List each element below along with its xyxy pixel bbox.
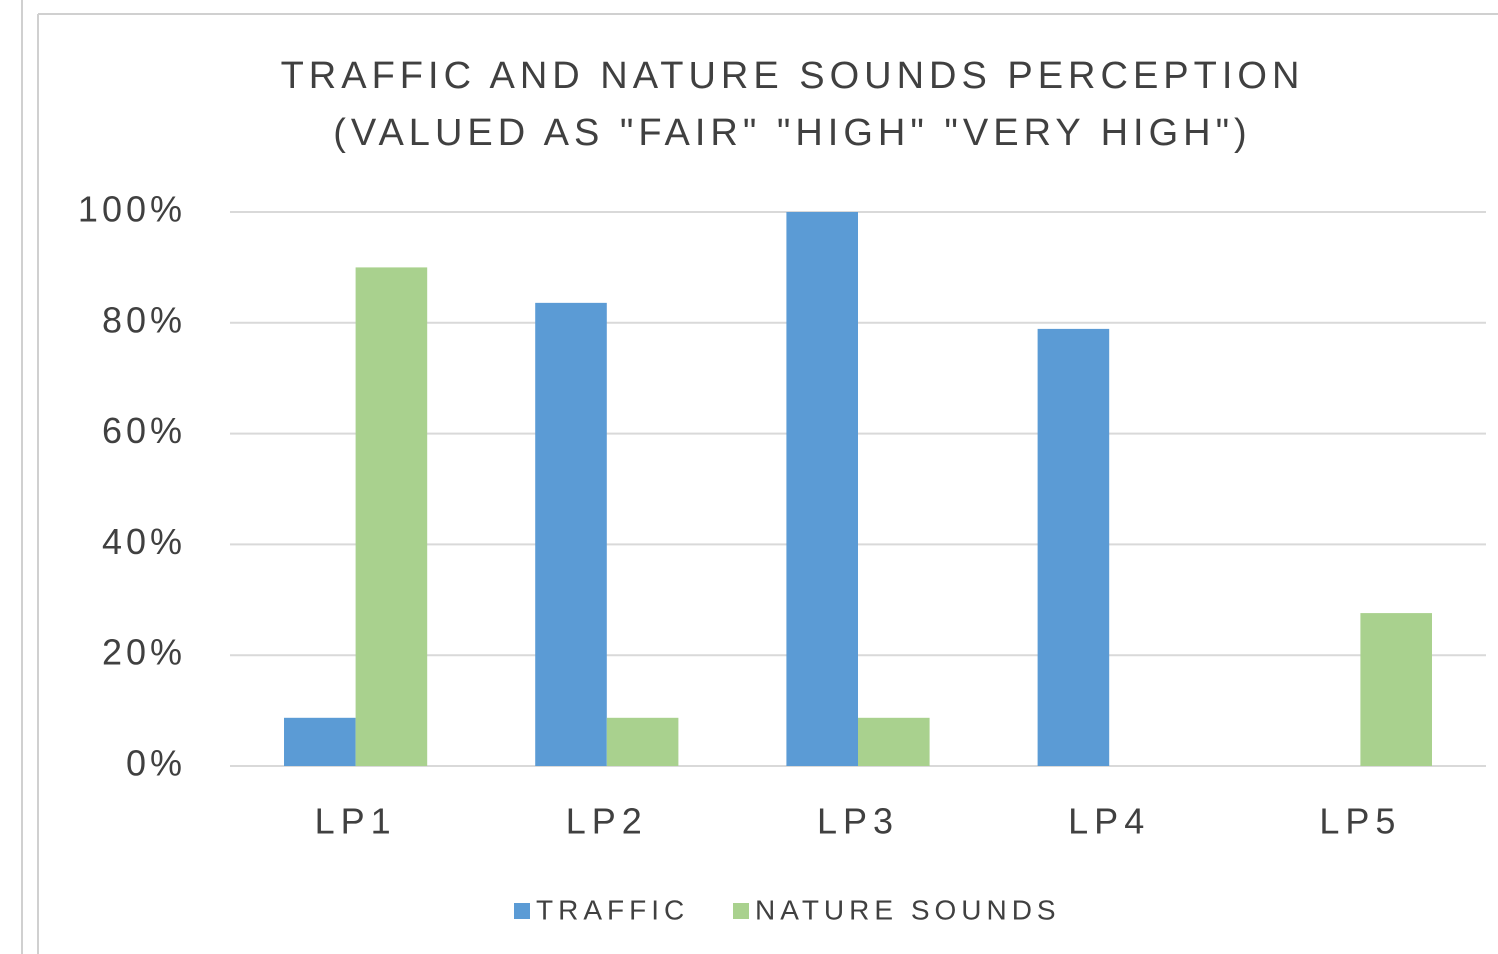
bar bbox=[786, 212, 858, 766]
bar bbox=[535, 302, 607, 766]
x-tick-label: LP4 bbox=[1068, 801, 1150, 842]
x-tick-label: LP3 bbox=[817, 801, 899, 842]
y-tick-label: 20% bbox=[102, 632, 186, 673]
x-tick-label: LP1 bbox=[315, 801, 397, 842]
bar bbox=[355, 267, 428, 766]
bar bbox=[1360, 613, 1432, 766]
x-tick-label: LP5 bbox=[1319, 801, 1401, 842]
legend-label: NATURE SOUNDS bbox=[755, 894, 1061, 925]
chart-title: TRAFFIC AND NATURE SOUNDS PERCEPTION (VA… bbox=[280, 55, 1305, 154]
legend-swatch bbox=[514, 903, 530, 919]
y-tick-label: 100% bbox=[78, 189, 186, 230]
bar bbox=[606, 717, 679, 766]
bar bbox=[1037, 328, 1110, 766]
y-tick-label: 40% bbox=[102, 521, 186, 562]
legend-label: TRAFFIC bbox=[536, 894, 689, 925]
bar bbox=[858, 717, 930, 766]
bar bbox=[284, 717, 356, 766]
y-tick-label: 80% bbox=[102, 299, 186, 340]
legend-swatch bbox=[733, 903, 749, 919]
x-tick-label: LP2 bbox=[566, 801, 648, 842]
y-tick-label: 60% bbox=[102, 410, 186, 451]
y-tick-label: 0% bbox=[126, 743, 186, 784]
